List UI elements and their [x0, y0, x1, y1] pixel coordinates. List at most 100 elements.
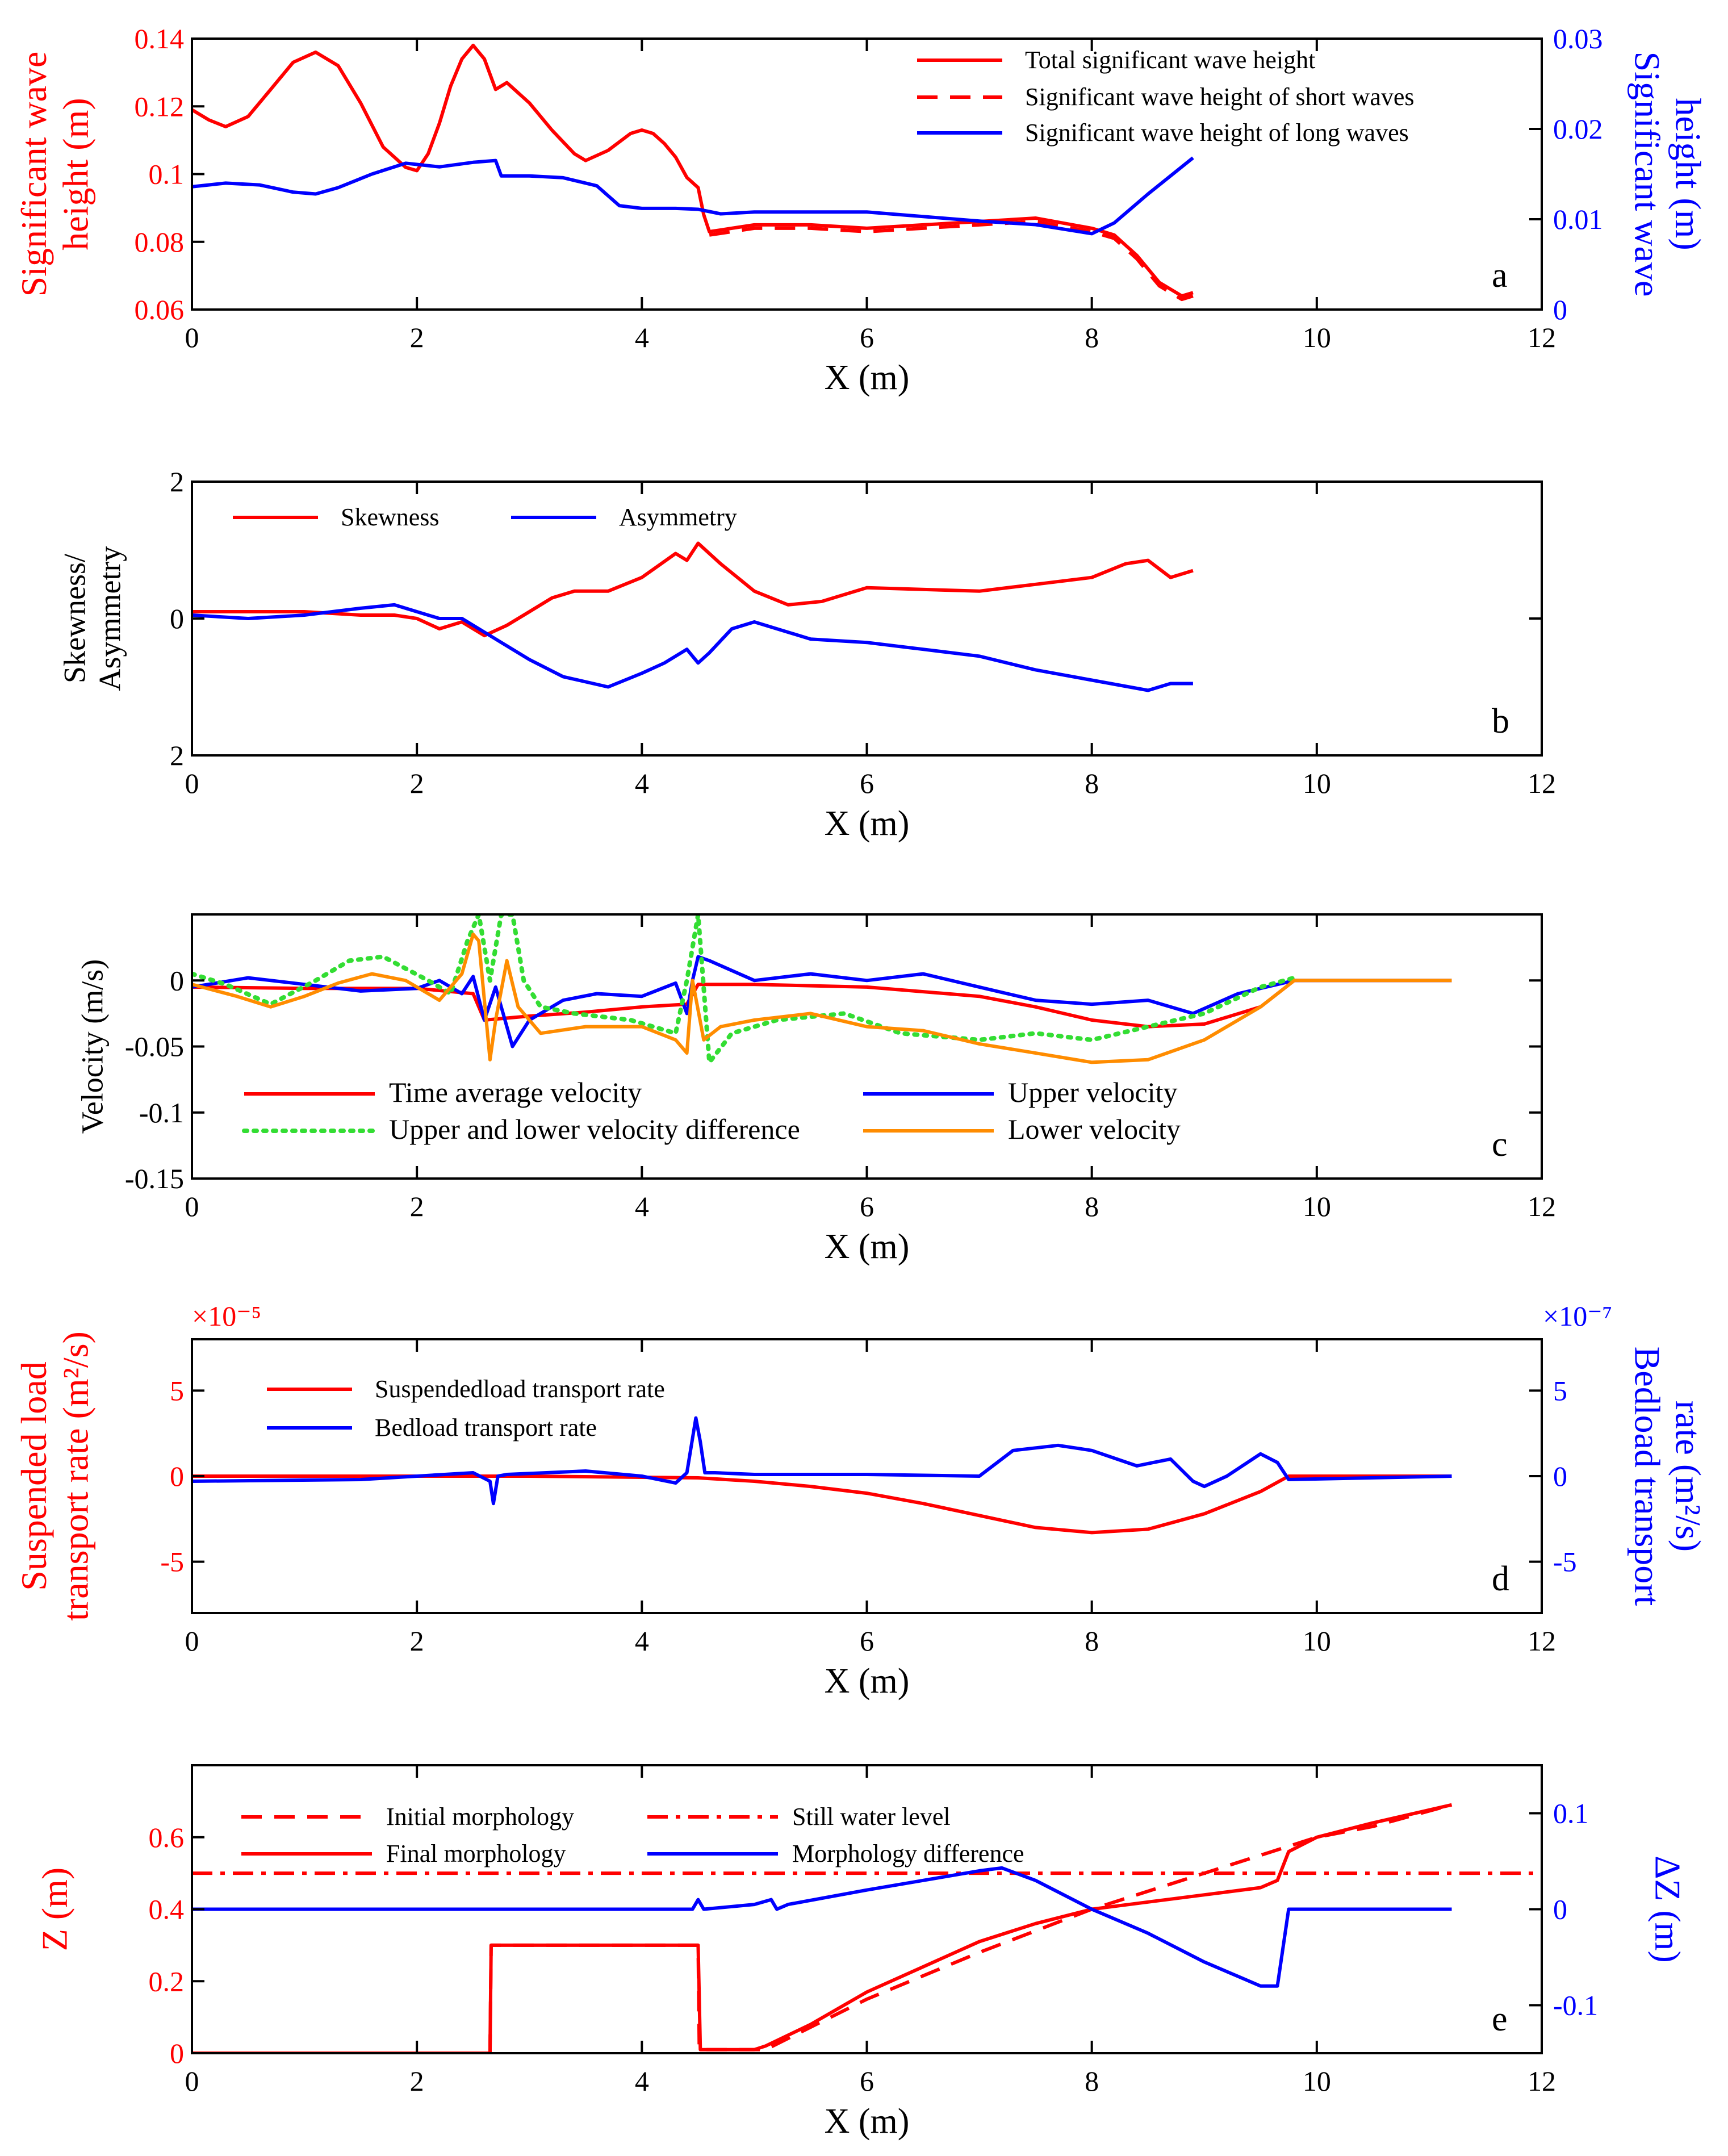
x-tick-label: 6: [860, 321, 874, 353]
y-multiplier-right: ×10⁻⁷: [1543, 1300, 1612, 1332]
y-tick-label-left: -0.15: [125, 1163, 184, 1194]
x-tick-label: 10: [1303, 1625, 1331, 1657]
y-tick-label-left: 2: [170, 739, 184, 771]
legend-label: Bedload transport rate: [375, 1414, 597, 1441]
x-tick-label: 0: [185, 1625, 199, 1657]
y-tick-label-right: -0.1: [1553, 1990, 1598, 2021]
legend-label: Significant wave height of short waves: [1025, 83, 1415, 111]
series-line-time-average-velocity: [192, 979, 1452, 1029]
x-tick-label: 6: [860, 2065, 874, 2097]
legend-label: Final morphology: [386, 1840, 566, 1867]
y-axis-label-left: Skewness/: [57, 554, 91, 683]
x-tick-label: 0: [185, 767, 199, 799]
y-tick-label-right: 0.02: [1553, 113, 1603, 145]
x-tick-label: 10: [1303, 2065, 1331, 2097]
series-line-upper-and-lower-velocity-difference: [192, 914, 1297, 1065]
legend-label: Skewness: [341, 503, 440, 531]
y-tick-label-left: 5: [170, 1374, 184, 1406]
x-tick-label: 8: [1085, 1625, 1099, 1657]
x-tick-label: 12: [1528, 1190, 1556, 1222]
x-axis-label: X (m): [825, 1662, 910, 1700]
series-line-total-significant-wave-height: [192, 43, 1194, 298]
panel-letter: e: [1492, 2000, 1508, 2038]
x-tick-label: 4: [635, 767, 649, 799]
y-tick-label-left: 2: [170, 466, 184, 498]
panel-letter: b: [1492, 702, 1509, 741]
x-tick-label: 2: [410, 2065, 424, 2097]
y-tick-label-right: 0.1: [1553, 1798, 1589, 1829]
x-tick-label: 2: [410, 767, 424, 799]
y-tick-label-right: 0.01: [1553, 203, 1603, 235]
x-tick-label: 8: [1085, 321, 1099, 353]
x-tick-label: 8: [1085, 1190, 1099, 1222]
legend-label: Morphology difference: [792, 1840, 1024, 1867]
x-tick-label: 2: [410, 1190, 424, 1222]
legend-label: Upper and lower velocity difference: [389, 1113, 800, 1145]
x-tick-label: 0: [185, 1190, 199, 1222]
y-axis-label-left: Significant wave: [14, 52, 54, 297]
x-tick-label: 10: [1303, 767, 1331, 799]
legend-label: Lower velocity: [1008, 1113, 1181, 1145]
x-tick-label: 8: [1085, 767, 1099, 799]
y-tick-label-left: 0: [170, 603, 184, 634]
series-line-asymmetry: [192, 603, 1193, 692]
x-axis-label: X (m): [825, 1227, 910, 1266]
chart-panel-d: 0 2 4 6 8 10 12 X (m) -5 0 5 -5 0 5 Suspended load tran…: [14, 1300, 1708, 1700]
legend-label: Total significant wave height: [1025, 46, 1315, 74]
chart-panel-e: 0 2 4 6 8 10 12 X (m) 0 0.2 0.4 0.6 -0.1 0 0.1 Z (m) ΔZ …: [35, 1764, 1688, 2141]
x-tick-label: 4: [635, 1625, 649, 1657]
y-axis-label-left: height (m): [55, 98, 95, 250]
y-tick-label-left: 0: [170, 964, 184, 996]
x-tick-label: 6: [860, 1190, 874, 1222]
legend: Time average velocity Upper velocity Upper…: [242, 1076, 1181, 1145]
y-tick-label-left: 0.2: [149, 1965, 185, 1997]
y-tick-label-right: 0: [1553, 294, 1567, 325]
x-tick-label: 0: [185, 2065, 199, 2097]
y-tick-label-left: 0.4: [149, 1894, 185, 1925]
x-tick-label: 4: [635, 2065, 649, 2097]
y-tick-label-left: 0: [170, 1460, 184, 1492]
legend-label: Time average velocity: [389, 1076, 642, 1108]
legend-label: Initial morphology: [386, 1803, 574, 1831]
x-tick-label: 12: [1528, 321, 1556, 353]
series-line-significant-wave-height-of-long-waves: [192, 156, 1194, 236]
panel-letter: c: [1492, 1125, 1508, 1164]
legend-label: Upper velocity: [1008, 1076, 1178, 1108]
y-tick-label-right: 5: [1553, 1374, 1567, 1406]
y-axis-label-left: transport rate (m²/s): [55, 1331, 95, 1621]
x-tick-label: 8: [1085, 2065, 1099, 2097]
x-tick-label: 10: [1303, 1190, 1331, 1222]
chart-panel-b: 0 2 4 6 8 10 12X (m)202Skewness/AsymmetrybSkew…: [57, 466, 1556, 843]
x-tick-label: 12: [1528, 1625, 1556, 1657]
y-axis-label-left: Asymmetry: [93, 546, 127, 691]
y-tick-label-left: 0.06: [135, 294, 185, 325]
chart-panel-a: 0 2 4 6 8 10 12 X (m) 0.06 0.08 0.1 0.12 0.14 0 0.01 0.…: [14, 23, 1708, 397]
y-tick-label-left: 0.6: [149, 1821, 185, 1853]
series-line-final-morphology: [192, 1803, 1453, 2053]
y-axis-label-right: ΔZ (m): [1647, 1856, 1688, 1963]
legend-label: Suspendedload transport rate: [375, 1375, 665, 1403]
x-tick-label: 6: [860, 767, 874, 799]
x-tick-label: 12: [1528, 767, 1556, 799]
y-tick-label-left: 0.14: [135, 23, 185, 55]
legend-label: Significant wave height of long waves: [1025, 119, 1409, 147]
y-tick-label-right: 0: [1553, 1894, 1567, 1925]
x-axis-label: X (m): [825, 2102, 910, 2141]
x-tick-label: 0: [185, 321, 199, 353]
x-tick-label: 6: [860, 1625, 874, 1657]
y-axis-label-left: Suspended load: [14, 1361, 54, 1591]
chart-panel-c: 0 2 4 6 8 10 12 X (m) -0.15 -0.1 -0.05 0 Velocity (m…: [75, 913, 1556, 1266]
x-axis-label: X (m): [825, 358, 910, 397]
legend: Skewness Asymmetry: [233, 503, 737, 531]
x-tick-label: 4: [635, 1190, 649, 1222]
series-line-upper-velocity: [192, 955, 1452, 1048]
y-tick-label-right: -5: [1553, 1546, 1577, 1578]
y-tick-label-right: 0: [1553, 1460, 1567, 1492]
series-line-morphology-difference: [192, 1866, 1452, 1988]
legend-label: Asymmetry: [619, 503, 737, 531]
y-tick-label-right: 0.03: [1553, 23, 1603, 55]
y-tick-label-left: 0.12: [135, 90, 185, 122]
x-tick-label: 2: [410, 321, 424, 353]
y-tick-label-left: -0.1: [139, 1097, 184, 1129]
